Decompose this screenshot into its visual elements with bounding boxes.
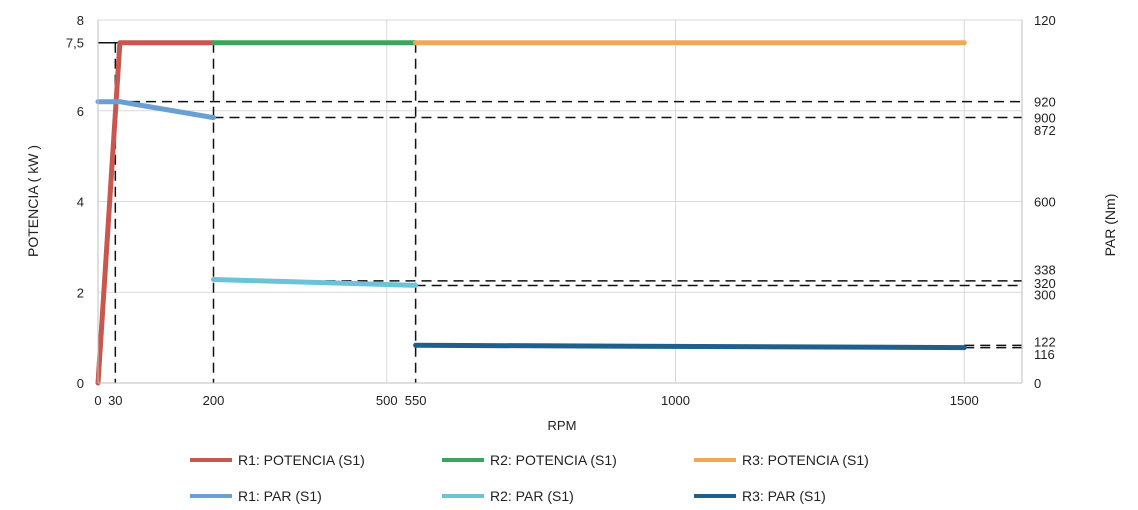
x-tick-label: 550	[405, 393, 427, 408]
x-tick-label: 30	[108, 393, 122, 408]
right-annotation-label: 320	[1034, 276, 1056, 291]
legend-label: R1: PAR (S1)	[238, 488, 322, 504]
legend-label: R2: PAR (S1)	[490, 488, 574, 504]
y-axis-left-label: POTENCIA ( kW )	[25, 145, 41, 257]
right-annotation-label: 920	[1034, 95, 1056, 110]
axes	[97, 20, 1023, 384]
y-right-tick-label: 120	[1034, 13, 1056, 28]
legend-label: R3: PAR (S1)	[742, 488, 826, 504]
y-axis-right-label: PAR (Nm)	[1102, 194, 1118, 257]
legend: R1: POTENCIA (S1) R2: POTENCIA (S1) R3: PO…	[190, 452, 869, 504]
y-left-tick-label: 2	[77, 285, 84, 300]
tick-labels: 0 30 200 500 550 1000 1500 0 2 4 6 7,5 8 0 120 92090087…	[66, 13, 1056, 408]
x-tick-label: 200	[203, 393, 225, 408]
y-left-tick-label: 0	[77, 376, 84, 391]
x-tick-label: 1000	[661, 393, 690, 408]
y-left-tick-label: 6	[77, 104, 84, 119]
right-annotation-label: 338	[1034, 263, 1056, 278]
series-line	[211, 277, 419, 288]
grid	[98, 19, 1022, 383]
series-line	[413, 342, 967, 351]
legend-label: R3: POTENCIA (S1)	[742, 452, 869, 468]
series-line	[95, 40, 216, 386]
right-annotation-label: 900	[1034, 111, 1056, 126]
reference-lines	[98, 41, 1022, 383]
y-left-tick-label: 8	[77, 13, 84, 28]
x-tick-label: 500	[376, 393, 398, 408]
x-tick-label: 1500	[950, 393, 979, 408]
y-right-tick-label: 0	[1034, 376, 1041, 391]
series-line	[95, 99, 216, 121]
x-axis-label: RPM	[548, 418, 577, 433]
x-tick-label: 0	[94, 393, 101, 408]
y-left-tick-label: 4	[77, 195, 84, 210]
legend-label: R1: POTENCIA (S1)	[238, 452, 365, 468]
right-annotation-label: 116	[1034, 347, 1055, 362]
right-annotation-label: 122	[1034, 334, 1056, 349]
series-lines	[95, 40, 967, 386]
right-annotation-label: 600	[1034, 195, 1056, 210]
legend-label: R2: POTENCIA (S1)	[490, 452, 617, 468]
right-annotation-label: 872	[1034, 123, 1056, 138]
right-annotation-label: 300	[1034, 288, 1056, 303]
y-left-tick-label: 7,5	[66, 36, 84, 51]
